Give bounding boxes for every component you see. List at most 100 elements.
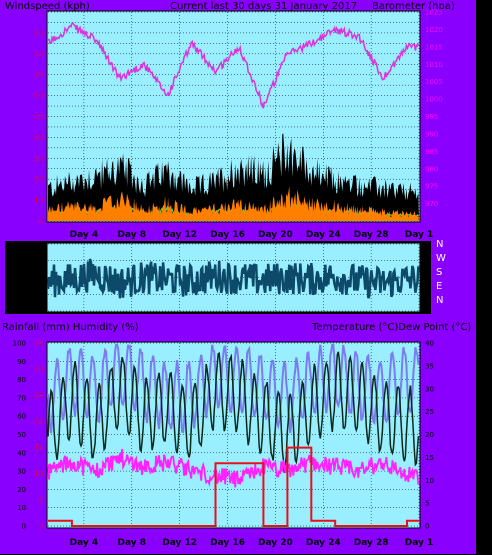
x-tick-label: Day 8 [118, 230, 147, 240]
x-tick-label: Day 12 [162, 538, 197, 548]
humidity-tick-label: 10 [17, 504, 26, 512]
temperature-line [47, 351, 420, 474]
barometer-tick-label: 1005 [425, 78, 443, 86]
humidity-tick-label: 30 [17, 468, 26, 476]
direction-tick-label: 270 [30, 257, 43, 265]
humidity-tick-label: 60 [17, 413, 26, 421]
rain-tick-label: 20 [34, 418, 43, 426]
barometer-axis-title: Barometer (hpa) [372, 1, 455, 12]
climate-series [47, 343, 420, 527]
barometer-tick-label: 980 [425, 165, 438, 173]
compass-label: S [436, 267, 442, 278]
temperature-tick-label: 20 [425, 431, 434, 439]
x-axis-labels-top: Day 4 Day 8 Day 12 Day 16 Day 20 Day 24 Day 28… [70, 230, 434, 240]
x-tick-label: Day 20 [258, 230, 293, 240]
temperature-y-ticks: 0 5 10 15 20 25 30 35 40 [425, 340, 434, 531]
x-tick-label: Day 12 [162, 230, 197, 240]
x-tick-label: Day 24 [306, 230, 341, 240]
rain-tick-label: 5 [39, 496, 43, 504]
rain-tick-label: 25 [34, 392, 43, 400]
x-tick-label: Day 20 [258, 538, 293, 548]
humidity-tick-label: 50 [17, 431, 26, 439]
direction-tick-label: 180 [30, 274, 43, 282]
temperature-tick-label: 0 [425, 523, 429, 531]
x-axis-labels-bottom: Day 4 Day 8 Day 12 Day 16 Day 20 Day 24 Day 28… [70, 538, 434, 548]
wind-tick-label: 50 [34, 113, 43, 121]
wind-tick-label: 20 [34, 176, 43, 184]
rain-y-ticks: 0 5 10 15 20 25 30 35 [34, 340, 43, 531]
x-tick-label: Day 24 [306, 538, 341, 548]
barometer-tick-label: 975 [425, 183, 438, 191]
rain-tick-label: 0 [39, 523, 43, 531]
temperature-axis-title: Temperature (°C)Dew Point (°C) [311, 322, 471, 333]
wind-tick-label: 60 [34, 92, 43, 100]
rain-tick-label: 15 [34, 444, 43, 452]
rainfall-line [48, 446, 419, 527]
temperature-tick-label: 15 [425, 454, 434, 462]
rain-tick-label: 10 [34, 470, 43, 478]
humidity-tick-label: 90 [17, 358, 26, 366]
compass-label: N [436, 239, 443, 250]
wind-tick-label: 30 [34, 155, 43, 163]
wind-tick-label: 10 [34, 197, 43, 205]
wind-tick-label: 0 [39, 218, 43, 226]
x-tick-label: Day 8 [118, 538, 147, 548]
direction-line [46, 258, 420, 299]
humidity-tick-label: 0 [22, 523, 26, 531]
temperature-tick-label: 5 [425, 500, 429, 508]
direction-tick-label: 90 [34, 291, 43, 299]
direction-y-ticks: 0 90 180 270 360 [30, 241, 43, 316]
x-tick-label: Day 4 [70, 538, 99, 548]
direction-tick-label: 360 [30, 241, 43, 249]
compass-label: W [436, 253, 446, 264]
x-tick-label: Day 28 [354, 538, 389, 548]
humidity-tick-label: 40 [17, 449, 26, 457]
wind-tick-label: 40 [34, 134, 43, 142]
barometer-y-ticks: 970 975 980 985 990 995 1000 1005 1010 1015 1020 10… [425, 9, 443, 209]
barometer-tick-label: 970 [425, 200, 438, 208]
humidity-tick-label: 100 [13, 340, 26, 348]
compass-label: N [436, 295, 443, 306]
wind-tick-label: 70 [34, 71, 43, 79]
barometer-tick-label: 990 [425, 130, 438, 138]
wind-series [47, 22, 420, 221]
rain-humidity-axis-title: Rainfall (mm) Humidity (%) [2, 322, 139, 333]
dew-point-line [47, 449, 420, 488]
barometer-tick-label: 1015 [425, 43, 443, 51]
temperature-tick-label: 10 [425, 477, 434, 485]
barometer-line [47, 22, 420, 109]
temperature-tick-label: 30 [425, 385, 434, 393]
temperature-tick-label: 25 [425, 408, 434, 416]
humidity-tick-label: 20 [17, 486, 26, 494]
rain-tick-label: 30 [34, 366, 43, 374]
x-tick-label: Day 28 [354, 230, 389, 240]
humidity-tick-label: 70 [17, 394, 26, 402]
gust-area [48, 186, 419, 221]
direction-series [46, 258, 420, 299]
temperature-tick-label: 35 [425, 362, 434, 370]
wind-y-ticks: 0 10 20 30 40 50 60 70 80 90 [34, 29, 43, 225]
barometer-tick-label: 1000 [425, 96, 443, 104]
chart-title: Current last 30 days 31 January 2017 [170, 1, 357, 12]
wind-tick-label: 80 [34, 50, 43, 58]
x-tick-label: Day 16 [210, 538, 245, 548]
direction-tick-label: 0 [39, 308, 43, 316]
x-tick-label: Day 1 [405, 230, 434, 240]
barometer-tick-label: 1025 [425, 9, 443, 17]
wind-tick-label: 90 [34, 29, 43, 37]
x-tick-label: Day 4 [70, 230, 99, 240]
humidity-y-ticks: 0 10 20 30 40 50 60 70 80 90 100 [13, 340, 26, 531]
x-tick-label: Day 16 [210, 230, 245, 240]
windspeed-area [48, 133, 419, 221]
barometer-tick-label: 995 [425, 113, 438, 121]
humidity-tick-label: 80 [17, 376, 26, 384]
x-tick-label: Day 1 [405, 538, 434, 548]
barometer-tick-label: 1020 [425, 26, 443, 34]
compass-label: E [436, 281, 442, 292]
barometer-tick-label: 985 [425, 148, 438, 156]
wind-axis-title: Windspeed (kph) [5, 1, 90, 12]
temperature-tick-label: 40 [425, 340, 434, 348]
barometer-tick-label: 1010 [425, 61, 443, 69]
